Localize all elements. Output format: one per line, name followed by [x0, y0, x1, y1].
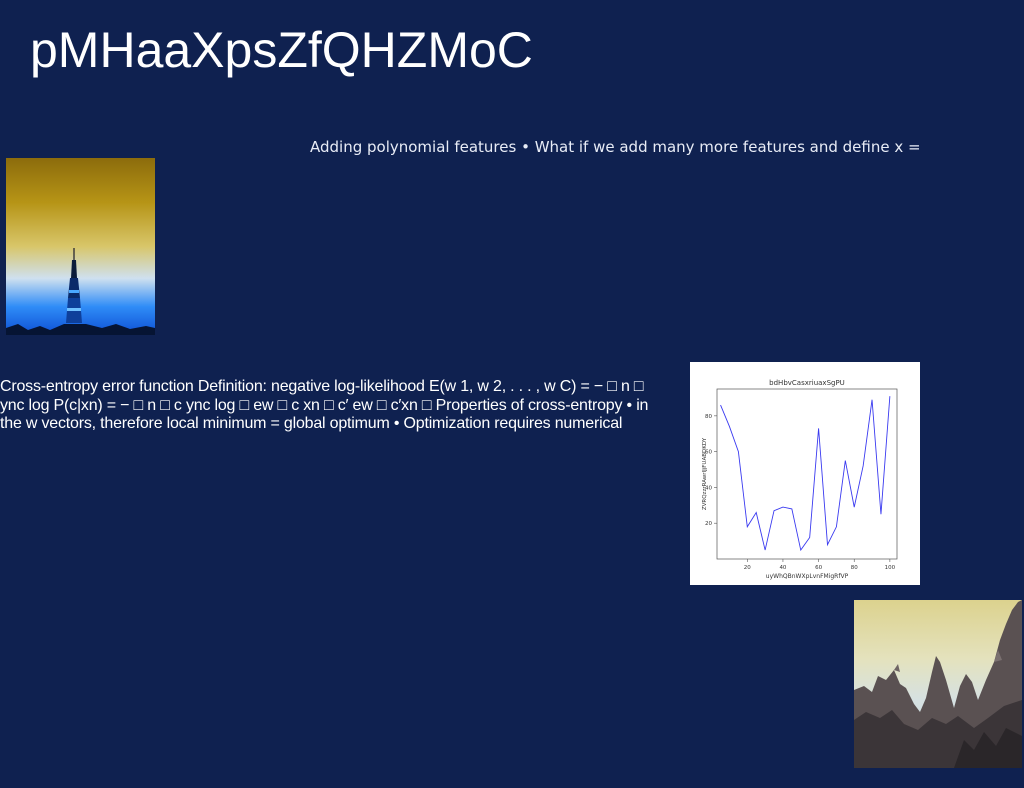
chart-y-tick-label: 20	[705, 521, 712, 527]
chart-x-tick-label: 60	[815, 565, 822, 571]
chart-series-points	[720, 396, 890, 551]
chart-y-axis-label: ZVRQzzrRAwrIJjFUABDKDY	[702, 437, 708, 510]
chart-x-tick-label: 100	[885, 565, 896, 571]
photo-tower-image	[6, 158, 155, 335]
chart-series-line	[720, 396, 891, 552]
rocks-silhouette	[854, 600, 1022, 768]
chart-x-tick-label: 20	[744, 565, 751, 571]
tower-silhouette	[6, 248, 155, 335]
chart-y-ticks: 20 40 60 80	[705, 414, 717, 527]
photo-rocks-image	[854, 600, 1022, 768]
chart-x-ticks: 20 40 60 80 100	[744, 559, 896, 571]
chart-title: bdHbvCasxriuaxSgPU	[769, 379, 845, 387]
chart-x-tick-label: 80	[851, 565, 858, 571]
line-chart: bdHbvCasxriuaxSgPU 20 40 60 80 100 20 40 60 80 …	[690, 362, 920, 585]
slide-body-text: Cross-entropy error function Definition:…	[0, 378, 649, 432]
slide-title: pMHaaXpsZfQHZMoC	[30, 22, 533, 78]
chart-axes-frame	[716, 388, 898, 560]
chart-x-tick-label: 40	[779, 565, 786, 571]
chart-y-tick-label: 60	[705, 450, 712, 456]
chart-y-tick-label: 40	[705, 485, 712, 491]
slide-subtitle: Adding polynomial features • What if we …	[310, 138, 921, 156]
line-chart-svg: bdHbvCasxriuaxSgPU 20 40 60 80 100 20406080 …	[702, 379, 898, 580]
chart-y-tick-label: 80	[705, 414, 712, 420]
chart-x-axis-label: uyWhQBnWXpLvnFMigRfVP	[766, 573, 849, 580]
